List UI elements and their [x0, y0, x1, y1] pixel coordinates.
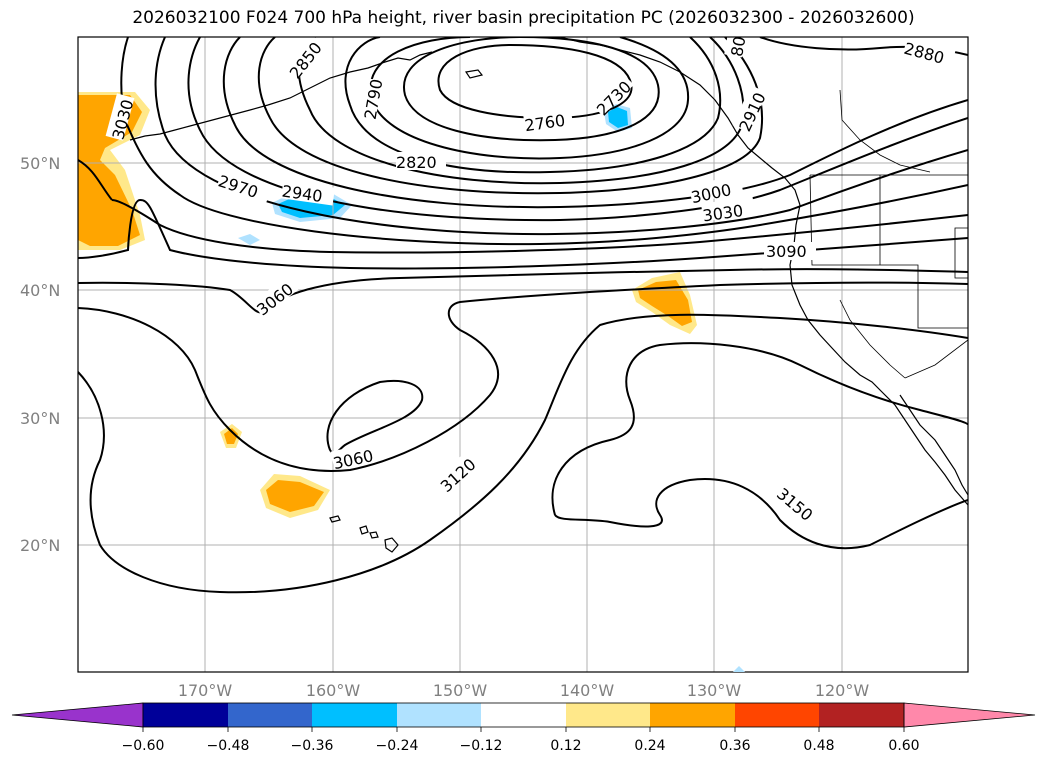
- lon-label-150w: 150°W: [433, 681, 488, 700]
- colorbar-tick-4: −0.24: [376, 738, 419, 754]
- colorbar-bin-2: [228, 703, 312, 727]
- lon-label-140w: 140°W: [560, 681, 615, 700]
- colorbar-tick-6: 0.12: [550, 738, 581, 754]
- colorbar-bin-9: [819, 703, 904, 727]
- map-background: [78, 37, 968, 672]
- colorbar-tick-5: −0.12: [460, 738, 503, 754]
- contour-3120: [78, 313, 968, 594]
- lat-label-30n: 30°N: [20, 409, 60, 428]
- colorbar-tick-3: −0.36: [291, 738, 334, 754]
- hawaii-small-1: [359, 525, 369, 535]
- contour-label-group: 2850 2790 2760 2730 2820 2880 2910 3030 …: [105, 32, 956, 531]
- contour-2940: [154, 37, 968, 236]
- colorbar-bin-6: [566, 703, 650, 727]
- colorbar-bin-8: [735, 703, 819, 727]
- colorbar-bin-4: [397, 703, 481, 727]
- shade-orange-3: [266, 480, 324, 512]
- lat-label-20n: 20°N: [20, 536, 60, 555]
- height-contours: [78, 37, 968, 594]
- west-coast-us: [789, 204, 968, 506]
- colorbar-tick-9: 0.48: [803, 738, 834, 754]
- shade-blue-edge: [733, 666, 745, 672]
- colorbar-bin-5: [481, 703, 566, 727]
- contour-2730-inner: [437, 43, 633, 120]
- contour-label-3090: 3090: [766, 242, 807, 261]
- hawaii-small-3: [329, 515, 341, 523]
- shade-blue-2: [608, 107, 628, 128]
- lat-label-40n: 40°N: [20, 281, 60, 300]
- hawaii-small-2: [369, 531, 379, 539]
- contour-3060-inner: [326, 380, 424, 455]
- contour-3030-east: [78, 198, 968, 270]
- colorbar-tick-2: −0.48: [207, 738, 250, 754]
- colorbar-tick-8: 0.36: [719, 738, 750, 754]
- colorbar-tick-7: 0.24: [634, 738, 665, 754]
- lon-label-170w: 170°W: [178, 681, 233, 700]
- contour-label-80: 80: [727, 35, 749, 58]
- map-frame: [77, 36, 969, 673]
- lat-label-50n: 50°N: [20, 154, 60, 173]
- lon-label-120w: 120°W: [815, 681, 870, 700]
- lon-label-130w: 130°W: [687, 681, 742, 700]
- lon-label-160w: 160°W: [306, 681, 361, 700]
- colorbar: −0.60 −0.48 −0.36 −0.24 −0.12 0.12 0.24 …: [11, 702, 1036, 754]
- contour-3150: [551, 342, 968, 550]
- colorbar-bin-3: [312, 703, 397, 727]
- shade-orange-2: [224, 428, 238, 444]
- colorbar-arrow-left: [11, 702, 144, 728]
- contour-3000: [78, 159, 968, 254]
- shade-west-orange: [78, 95, 142, 246]
- island-ring: [464, 69, 484, 79]
- contour-label-2820: 2820: [396, 153, 437, 172]
- shade-blue-dot: [238, 234, 260, 245]
- contour-2730: [402, 37, 660, 142]
- colorbar-tick-1: −0.60: [122, 738, 165, 754]
- baja-coast: [899, 394, 968, 496]
- contour-3090: [78, 281, 968, 472]
- colorbar-bin-1: [143, 703, 228, 727]
- contour-3060: [78, 268, 968, 314]
- map-title: 2026032100 F024 700 hPa height, river ba…: [132, 8, 915, 28]
- colorbar-arrow-right: [903, 702, 1036, 728]
- hawaii-big: [384, 537, 399, 553]
- colorbar-tick-10: 0.60: [888, 738, 919, 754]
- colorbar-bin-7: [650, 703, 735, 727]
